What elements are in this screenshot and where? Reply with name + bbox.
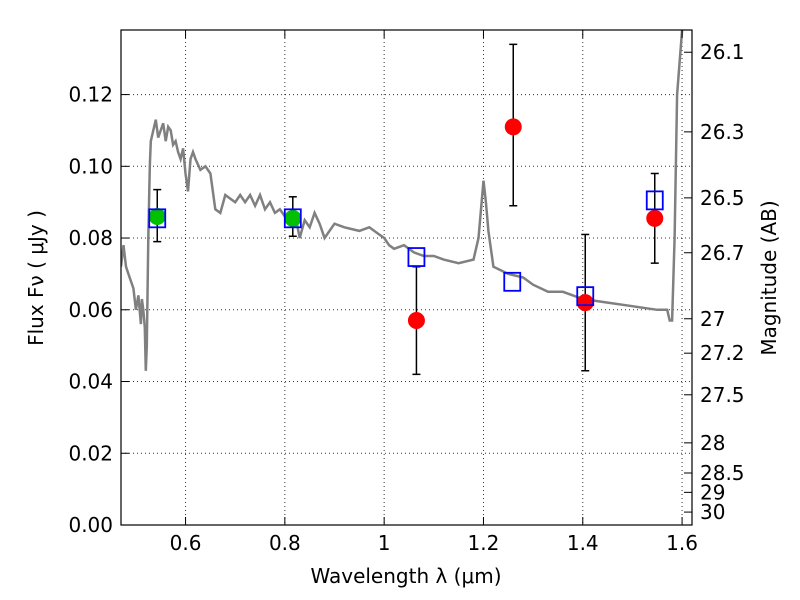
y2-tick-label: 28.5 [700,461,745,485]
y2-axis-label: Magnitude (AB) [757,200,781,355]
x-axis-label: Wavelength λ (μm) [310,564,501,588]
y-tick-label: 0.04 [68,370,113,394]
x-tick-label: 1.4 [567,531,599,555]
x-tick-label: 1.6 [666,531,698,555]
y2-tick-label: 28 [700,431,725,455]
y-tick-label: 0.08 [68,226,113,250]
y2-tick-label: 30 [700,500,725,524]
red-data-point [504,118,522,136]
y2-tick-label: 27 [700,307,725,331]
x-tick-label: 1.2 [468,531,500,555]
green-data-point [148,208,166,226]
model-square-marker [503,271,522,292]
y2-tick-label: 26.7 [700,241,745,265]
axes-frame [120,29,693,526]
x-tick-label: 0.6 [170,531,202,555]
red-data-point [646,209,664,227]
y-tick-label: 0.06 [68,298,113,322]
y-tick-label: 0.10 [68,154,113,178]
model-sed-line [121,30,684,371]
red-data-point [407,312,425,330]
red-data-point [576,294,594,312]
ticks: 0.6 0.8 1 1.2 1.4 1.6 0.00 0.02 0.04 0.06 0.08 0.10… [68,30,745,555]
y-axis-label: Flux Fν ( μJy ) [24,210,48,346]
y2-tick-label: 26.5 [700,186,745,210]
y-tick-label: 0.00 [68,513,113,537]
x-tick-label: 0.8 [269,531,301,555]
grid [121,30,692,526]
x-tick-label: 1 [378,531,391,555]
y2-tick-label: 26.3 [700,120,745,144]
y2-tick-label: 29 [700,480,725,504]
green-data-point [284,209,302,227]
plot-area [121,30,684,376]
y2-tick-label: 27.5 [700,383,745,407]
model-square-marker [407,247,426,267]
y2-tick-label: 27.2 [700,341,745,365]
y2-tick-label: 26.1 [700,40,745,64]
y-tick-label: 0.12 [68,83,113,107]
y-tick-label: 0.02 [68,441,113,465]
model-square-marker [645,190,664,211]
model-square-marker [576,286,595,307]
model-square-marker [148,208,167,229]
model-square-marker [283,208,302,229]
